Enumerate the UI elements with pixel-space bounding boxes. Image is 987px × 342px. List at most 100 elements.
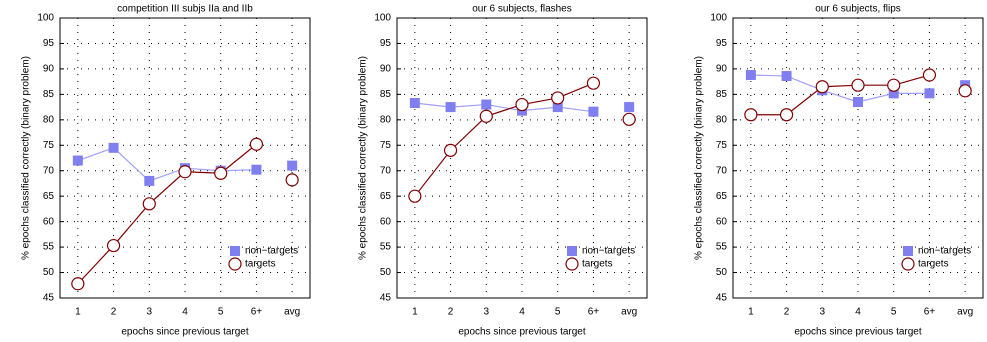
y-tick-label: 70 xyxy=(716,165,728,176)
y-tick-label: 80 xyxy=(716,114,728,125)
y-tick-label: 55 xyxy=(380,242,392,253)
y-tick-label: 80 xyxy=(380,114,392,125)
marker xyxy=(624,102,635,113)
y-tick-label: 100 xyxy=(710,13,727,24)
legend-marker xyxy=(228,257,242,271)
marker xyxy=(214,166,228,180)
y-tick-label: 90 xyxy=(380,64,392,75)
marker xyxy=(622,112,636,126)
marker xyxy=(851,78,865,92)
y-tick-label: 60 xyxy=(43,216,55,227)
marker xyxy=(924,88,935,99)
marker xyxy=(781,71,792,82)
marker xyxy=(552,102,563,113)
marker xyxy=(71,277,85,291)
series-line xyxy=(750,74,930,103)
x-tick-label: 4 xyxy=(519,307,525,318)
legend-label: targets xyxy=(582,259,613,270)
marker xyxy=(888,88,899,99)
x-tick-label: 2 xyxy=(111,307,117,318)
y-tick-label: 80 xyxy=(43,114,55,125)
y-tick-label: 100 xyxy=(37,13,54,24)
legend-label: non−targets xyxy=(918,246,971,257)
marker xyxy=(588,106,599,117)
marker xyxy=(408,189,422,203)
y-tick-label: 85 xyxy=(716,89,728,100)
y-axis-label: % epochs classified correctly (binary pr… xyxy=(694,56,705,260)
y-tick-label: 60 xyxy=(380,216,392,227)
y-tick-label: 55 xyxy=(716,242,728,253)
y-tick-label: 45 xyxy=(43,293,55,304)
legend-label: non−targets xyxy=(245,246,298,257)
legend-marker xyxy=(903,246,913,256)
y-axis-label: % epochs classified correctly (binary pr… xyxy=(21,56,32,260)
x-tick-label: 1 xyxy=(75,307,81,318)
y-tick-label: 50 xyxy=(716,267,728,278)
series-line xyxy=(414,82,594,197)
legend-label: targets xyxy=(245,259,276,270)
y-tick-label: 95 xyxy=(43,38,55,49)
y-tick-label: 45 xyxy=(716,293,728,304)
legend-marker xyxy=(230,246,240,256)
marker xyxy=(108,142,119,153)
series-line xyxy=(77,147,257,182)
y-tick-label: 85 xyxy=(43,89,55,100)
marker xyxy=(745,70,756,81)
x-tick-label: 4 xyxy=(855,307,861,318)
legend-label: non−targets xyxy=(582,246,635,257)
x-axis-label: epochs since previous target xyxy=(121,327,249,338)
marker xyxy=(285,173,299,187)
y-tick-label: 90 xyxy=(716,64,728,75)
y-tick-label: 50 xyxy=(380,267,392,278)
marker xyxy=(887,78,901,92)
x-tick-label: 1 xyxy=(748,307,754,318)
y-tick-label: 70 xyxy=(43,165,55,176)
marker xyxy=(178,165,192,179)
chart-title: our 6 subjects, flashes xyxy=(472,4,572,15)
y-tick-label: 85 xyxy=(380,89,392,100)
x-tick-label: 3 xyxy=(820,307,826,318)
marker xyxy=(443,143,458,157)
legend-marker xyxy=(567,246,577,256)
marker xyxy=(779,108,794,122)
marker xyxy=(106,238,121,253)
y-tick-label: 50 xyxy=(43,267,55,278)
marker xyxy=(445,102,456,113)
x-tick-label: avg xyxy=(284,307,300,318)
y-tick-label: 70 xyxy=(380,165,392,176)
y-tick-label: 75 xyxy=(380,140,392,151)
marker xyxy=(551,91,565,105)
marker xyxy=(72,155,83,166)
y-tick-label: 60 xyxy=(716,216,728,227)
x-tick-label: 6+ xyxy=(251,307,263,318)
y-tick-label: 95 xyxy=(380,38,392,49)
marker xyxy=(815,80,829,94)
plot-frame xyxy=(732,17,984,299)
marker xyxy=(249,137,264,151)
y-tick-label: 90 xyxy=(43,64,55,75)
legend-marker xyxy=(565,257,579,271)
chart-title: our 6 subjects, flips xyxy=(815,4,901,15)
x-tick-label: 6+ xyxy=(924,307,936,318)
y-axis-label: % epochs classified correctly (binary pr… xyxy=(358,56,369,260)
y-tick-label: 100 xyxy=(374,13,391,24)
marker xyxy=(922,68,937,82)
y-tick-label: 65 xyxy=(380,191,392,202)
plot-frame xyxy=(59,17,311,299)
series-line xyxy=(414,102,594,113)
x-tick-label: 2 xyxy=(784,307,790,318)
y-tick-label: 75 xyxy=(716,140,728,151)
marker xyxy=(287,160,298,171)
x-tick-label: 3 xyxy=(484,307,490,318)
y-tick-label: 95 xyxy=(716,38,728,49)
x-tick-label: 5 xyxy=(555,307,561,318)
series-line xyxy=(750,74,930,116)
marker xyxy=(409,98,420,109)
y-tick-label: 75 xyxy=(43,140,55,151)
marker xyxy=(481,99,492,110)
x-tick-label: 5 xyxy=(891,307,897,318)
x-tick-label: 6+ xyxy=(588,307,600,318)
marker xyxy=(479,109,493,123)
x-tick-label: 4 xyxy=(182,307,188,318)
